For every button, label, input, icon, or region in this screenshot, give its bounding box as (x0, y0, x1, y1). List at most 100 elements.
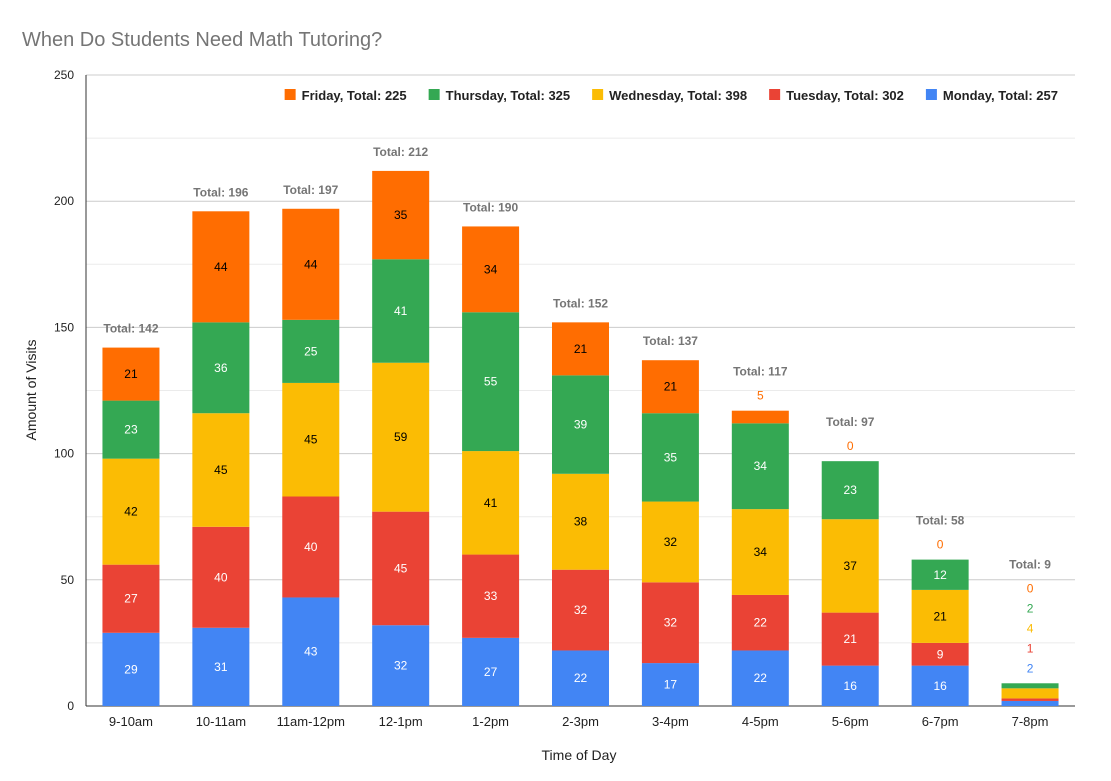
bar-segment-tuesday (192, 526, 250, 628)
data-label: 35 (394, 208, 408, 222)
bar-segment-wednesday (462, 451, 520, 555)
data-label: 32 (664, 616, 678, 630)
total-label: Total: 142 (103, 322, 158, 336)
data-label: 45 (214, 463, 228, 477)
data-label: 4 (1027, 621, 1034, 635)
x-tick-label: 2-3pm (562, 714, 599, 729)
x-tick-label: 6-7pm (922, 714, 959, 729)
data-label: 40 (214, 570, 228, 584)
bar-segment-tuesday (552, 569, 609, 651)
data-label: 31 (214, 660, 228, 674)
bar-group-1-2pm: 27 33 41 55 34 Total: 190 1-2pm (462, 200, 520, 729)
data-label: 2 (1027, 601, 1034, 615)
data-label: 34 (484, 262, 498, 276)
bar-group-6-7pm: 16 9 21 12 0 Total: 58 6-7pm (911, 514, 969, 729)
bar-segment-monday (821, 665, 879, 706)
bar-segment-monday (372, 625, 430, 706)
data-label: 9 (937, 647, 944, 661)
bar-segment-monday (552, 650, 609, 706)
x-tick-label: 9-10am (109, 714, 153, 729)
data-label: 12 (933, 568, 947, 582)
bar-segment-friday (462, 226, 520, 313)
data-label: 45 (394, 561, 408, 575)
data-label: 45 (304, 433, 318, 447)
y-tick-label: 100 (54, 447, 74, 461)
y-tick-label: 50 (61, 573, 75, 587)
data-label: 29 (124, 662, 138, 676)
data-label: 27 (124, 592, 138, 606)
bar-segment-thursday (821, 461, 879, 520)
bar-segment-thursday (282, 319, 340, 383)
data-label: 34 (754, 545, 768, 559)
x-tick-label: 7-8pm (1012, 714, 1049, 729)
data-label: 32 (394, 659, 408, 673)
chart-title: When Do Students Need Math Tutoring? (22, 29, 382, 51)
bar-segment-thursday (1001, 683, 1059, 689)
total-label: Total: 9 (1009, 557, 1051, 571)
data-label: 22 (754, 616, 768, 630)
legend-swatch-tuesday (769, 89, 781, 100)
bar-segment-monday (911, 665, 969, 706)
y-tick-label: 150 (54, 320, 74, 334)
total-label: Total: 97 (826, 415, 875, 429)
bar-segment-thursday (372, 259, 430, 363)
x-tick-label: 5-6pm (832, 714, 869, 729)
bar-segment-tuesday (102, 564, 160, 633)
bar-segment-wednesday (641, 501, 699, 583)
bar-segment-tuesday (282, 496, 340, 598)
bar-segment-thursday (192, 322, 250, 414)
bar-segment-wednesday (911, 589, 969, 643)
total-label: Total: 152 (553, 296, 608, 310)
data-label: 21 (933, 609, 947, 623)
bar-segment-thursday (552, 375, 609, 474)
data-label: 22 (754, 671, 768, 685)
y-tick-label: 250 (54, 68, 74, 82)
legend-swatch-friday (284, 89, 296, 100)
bar-segment-thursday (641, 413, 699, 502)
x-tick-label: 3-4pm (652, 714, 689, 729)
data-label: 43 (304, 645, 318, 659)
data-label: 16 (844, 679, 858, 693)
total-label: Total: 197 (283, 183, 338, 197)
bar-segment-friday (282, 208, 340, 320)
legend-label: Tuesday, Total: 302 (786, 88, 904, 103)
bar-segment-monday (731, 650, 789, 706)
bar-segment-friday (102, 347, 160, 401)
bar-segment-thursday (102, 400, 160, 459)
data-label: 17 (664, 678, 678, 692)
data-label: 34 (754, 459, 768, 473)
bar-group-5-6pm: 16 21 37 23 0 Total: 97 5-6pm (821, 415, 879, 729)
legend-swatch-monday (925, 89, 937, 100)
data-label: 25 (304, 344, 318, 358)
data-label: 23 (844, 483, 858, 497)
bar-segment-wednesday (552, 473, 609, 570)
bar-group-12-1pm: 32 45 59 41 35 Total: 212 12-1pm (372, 145, 430, 729)
data-label: 42 (124, 505, 138, 519)
total-label: Total: 212 (373, 145, 428, 159)
data-label: 37 (844, 559, 858, 573)
bar-group-2-3pm: 22 32 38 39 21 Total: 152 2-3pm (552, 296, 609, 729)
data-label: 2 (1027, 661, 1034, 675)
bar-segment-wednesday (821, 519, 879, 613)
bar-group-10-11am: 31 40 45 36 44 Total: 196 10-11am (192, 185, 250, 729)
x-tick-label: 11am-12pm (277, 714, 345, 729)
bar-segment-wednesday (372, 362, 430, 512)
data-label: 21 (844, 632, 858, 646)
bar-segment-tuesday (911, 642, 969, 666)
data-label: 21 (574, 342, 588, 356)
data-label: 39 (574, 418, 588, 432)
data-label: 41 (394, 304, 408, 318)
data-label: 38 (574, 515, 588, 529)
bar-segment-wednesday (1001, 688, 1059, 699)
data-label: 44 (214, 260, 228, 274)
total-label: Total: 137 (643, 334, 698, 348)
bar-segment-tuesday (462, 554, 520, 638)
y-tick-label: 0 (67, 699, 74, 713)
total-label: Total: 190 (463, 200, 518, 214)
bar-segment-monday (1001, 700, 1059, 706)
data-label: 23 (124, 423, 138, 437)
x-axis-label: Time of Day (542, 747, 617, 763)
data-label: 0 (1027, 581, 1034, 595)
bar-segment-wednesday (282, 382, 340, 497)
